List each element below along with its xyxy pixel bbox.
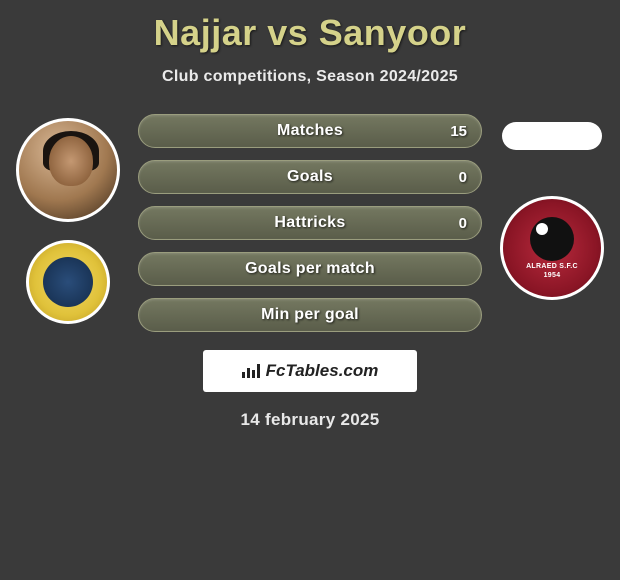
stat-value-right: 15 xyxy=(450,123,467,140)
football-icon xyxy=(530,217,574,261)
left-column xyxy=(8,114,128,324)
stat-bar-goals: Goals 0 xyxy=(138,160,482,194)
player-placeholder-right xyxy=(502,122,602,150)
bar-chart-icon xyxy=(242,364,260,378)
stats-column: Matches 15 Goals 0 Hattricks 0 Goals per… xyxy=(128,114,492,332)
branding-badge[interactable]: FcTables.com xyxy=(203,350,417,392)
club-badge-right: ALRAED S.F.C 1954 xyxy=(500,196,604,300)
stat-label: Matches xyxy=(277,122,343,140)
stat-value-right: 0 xyxy=(459,169,467,186)
branding-text: FcTables.com xyxy=(266,361,379,381)
page-title: Najjar vs Sanyoor xyxy=(0,0,620,54)
stat-label: Goals per match xyxy=(245,260,375,278)
player-photo-left xyxy=(16,118,120,222)
stat-bar-hattricks: Hattricks 0 xyxy=(138,206,482,240)
club-badge-text: ALRAED S.F.C xyxy=(526,263,578,270)
right-column: ALRAED S.F.C 1954 xyxy=(492,114,612,300)
stat-value-right: 0 xyxy=(459,215,467,232)
stat-bar-goals-per-match: Goals per match xyxy=(138,252,482,286)
stat-bar-min-per-goal: Min per goal xyxy=(138,298,482,332)
stat-bar-matches: Matches 15 xyxy=(138,114,482,148)
club-badge-left xyxy=(26,240,110,324)
subtitle: Club competitions, Season 2024/2025 xyxy=(0,68,620,86)
stat-label: Hattricks xyxy=(274,214,345,232)
club-badge-year: 1954 xyxy=(544,272,561,279)
stat-label: Min per goal xyxy=(261,306,359,324)
date-label: 14 february 2025 xyxy=(0,410,620,430)
stat-label: Goals xyxy=(287,168,333,186)
comparison-row: Matches 15 Goals 0 Hattricks 0 Goals per… xyxy=(0,114,620,332)
